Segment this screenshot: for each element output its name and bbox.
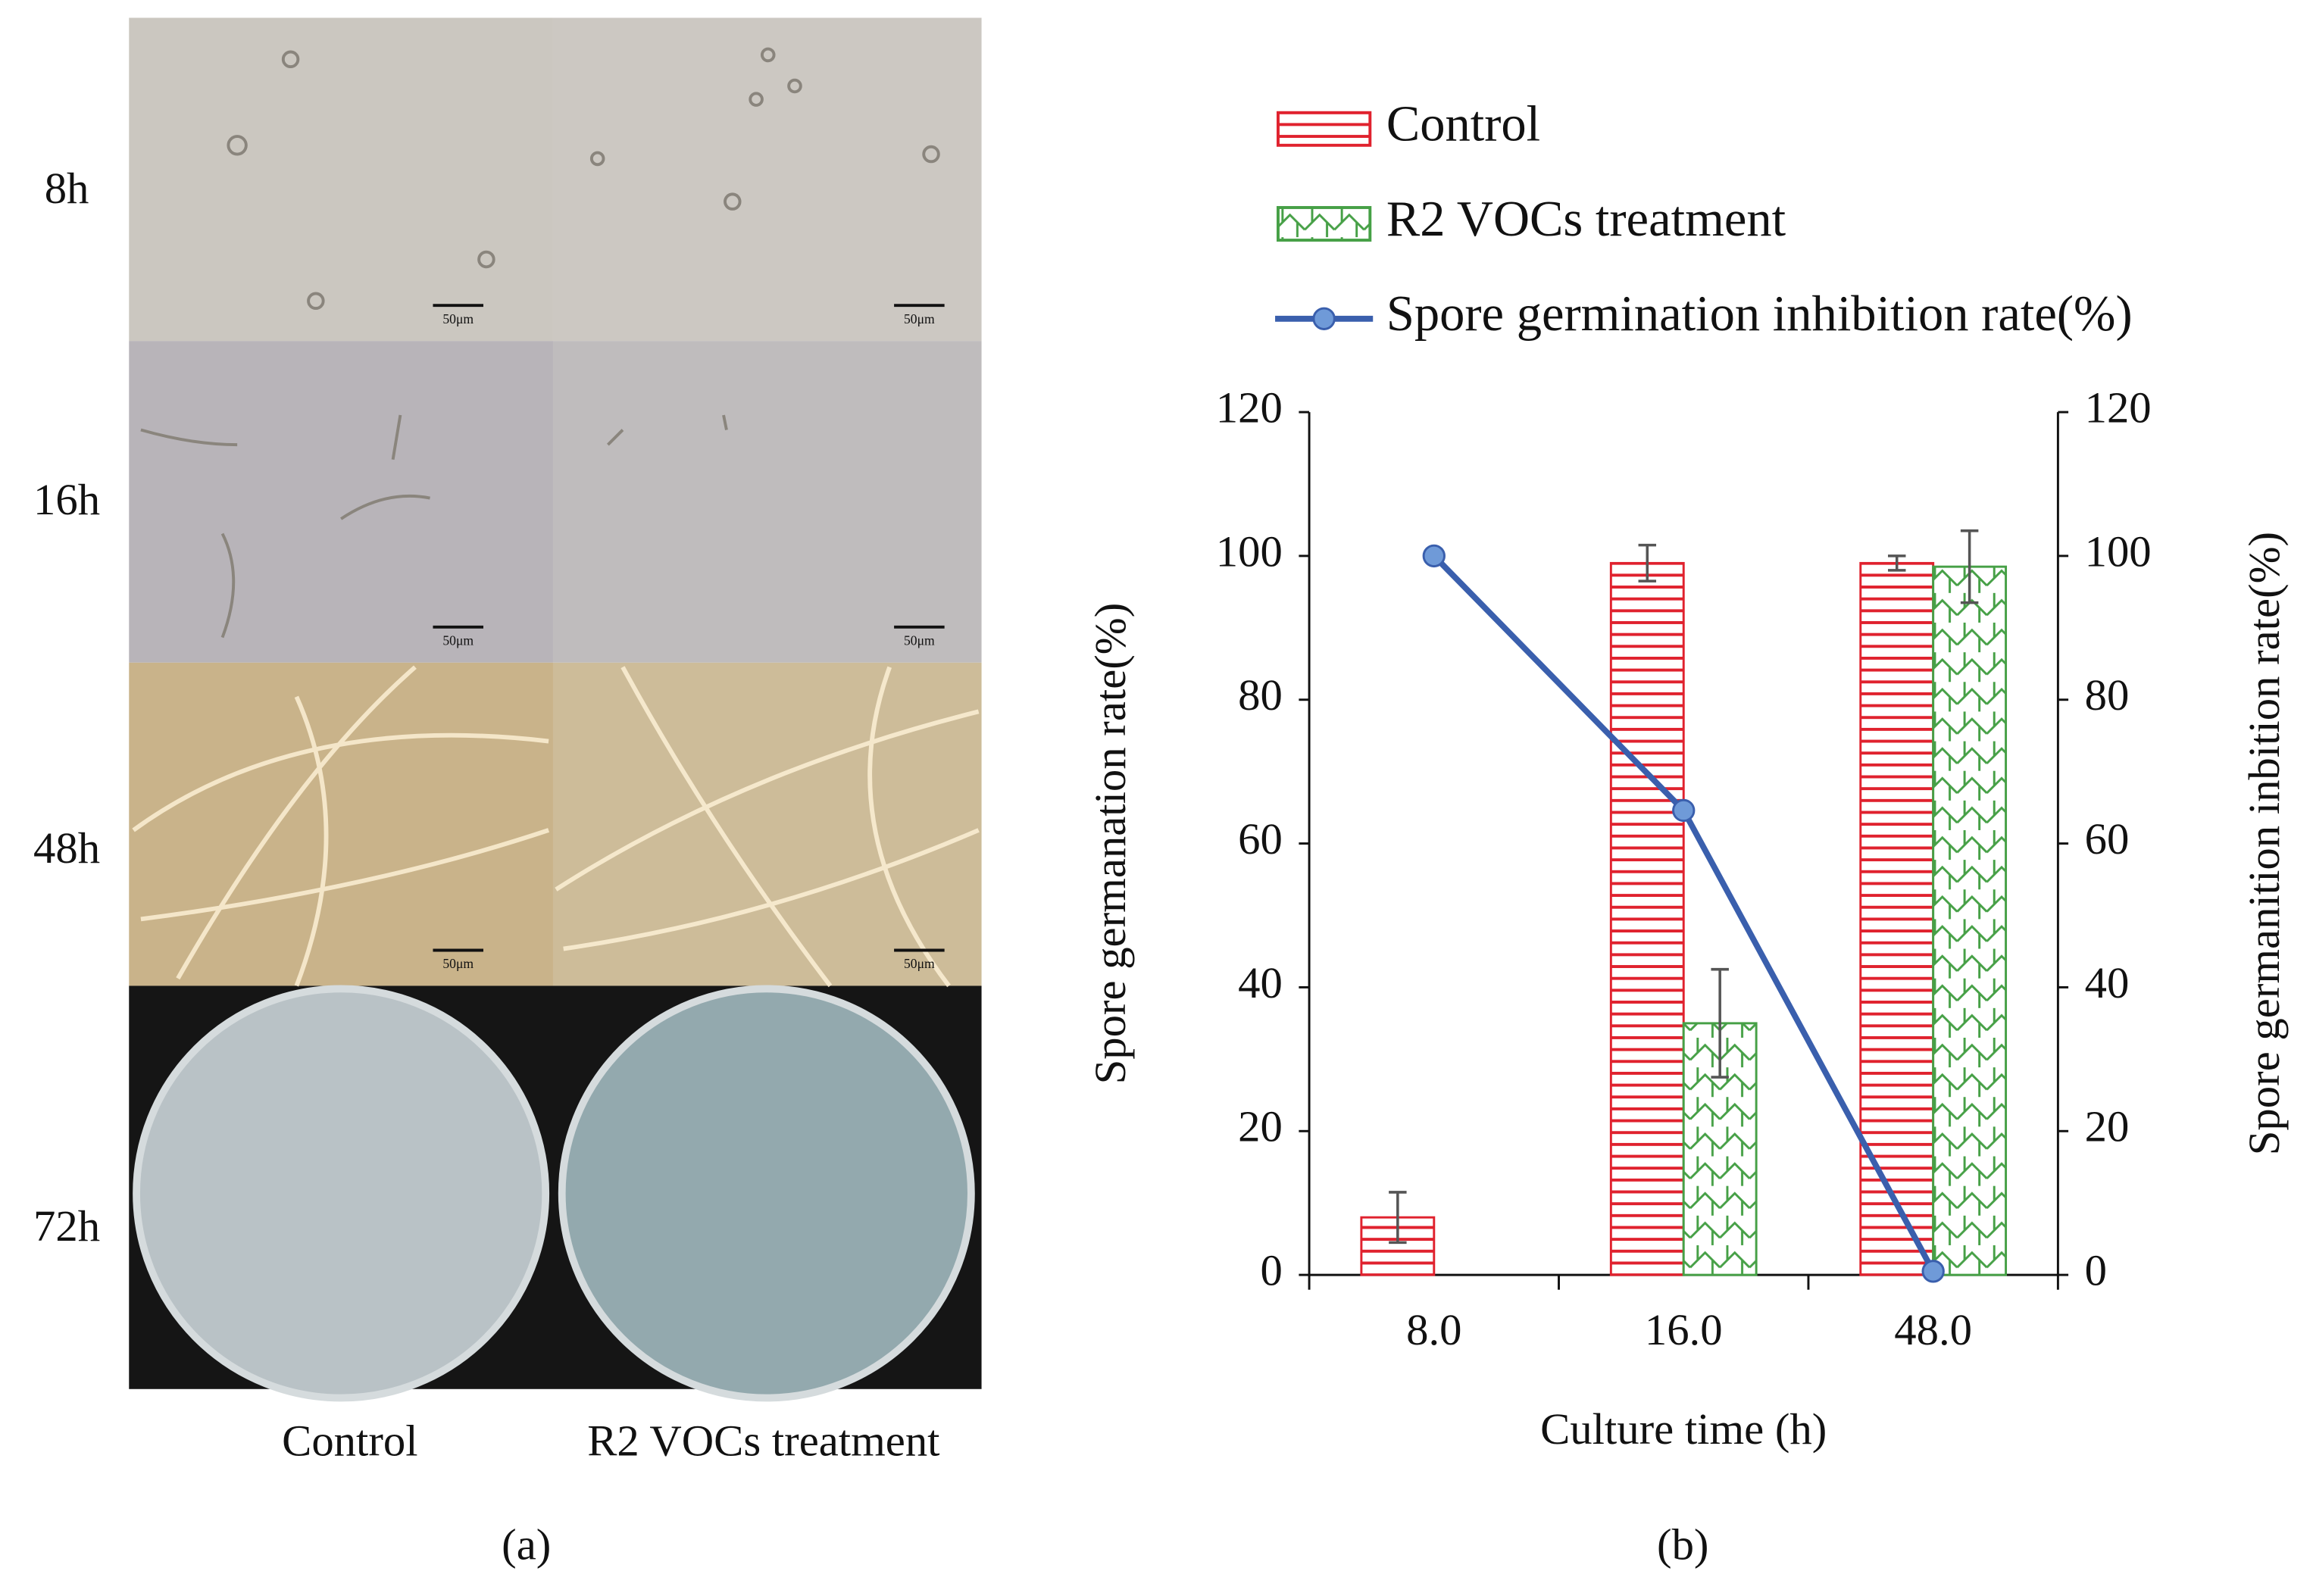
line-point	[1422, 544, 1446, 568]
row-label: 72h	[33, 1201, 100, 1251]
column-label: Control	[282, 1416, 417, 1466]
chart: 0 20 40 60 80 100 120 0 20 40 60 80 100 120 8.0 16.0 48.…	[1086, 97, 2289, 1454]
bar	[1609, 561, 1685, 1276]
x-tick-label: 16.0	[1645, 1305, 1723, 1354]
scale-bar-label: 50μm	[442, 956, 474, 971]
micrographs	[129, 17, 982, 1402]
scale-bar-label: 50μm	[904, 311, 935, 326]
y-tick-label: 100	[1216, 526, 1283, 576]
y2-tick-label: 120	[2085, 383, 2152, 433]
legend-label: Control	[1386, 97, 1540, 152]
y2-axis-title: Spore germanition inbition rate(%)	[2240, 532, 2289, 1155]
error-bar	[1638, 543, 1657, 582]
panel-label: (a)	[502, 1520, 551, 1569]
legend-label: Spore germination inhibition rate(%)	[1386, 286, 2133, 342]
error-bar	[1960, 529, 1979, 604]
legend-swatch	[1277, 111, 1372, 147]
y2-tick-label: 80	[2085, 670, 2130, 720]
y2-tick-label: 20	[2085, 1102, 2130, 1151]
y-tick-label: 0	[1260, 1246, 1282, 1295]
x-axis-title: Culture time (h)	[1540, 1404, 1827, 1454]
y2-tick-label: 100	[2085, 526, 2152, 576]
legend-label: R2 VOCs treatment	[1386, 192, 1786, 247]
y-tick-label: 20	[1238, 1102, 1283, 1151]
error-bar	[1389, 1191, 1407, 1245]
row-label: 48h	[33, 823, 100, 873]
bar	[1932, 565, 2008, 1276]
error-bar	[1887, 554, 1906, 572]
panel-a-labels: 8h 16h 48h 72h Control R2 VOCs treatment 50μm 5…	[33, 164, 1708, 1569]
scale-bar-label: 50μm	[442, 632, 474, 648]
legend-swatch	[1277, 206, 1372, 242]
y-axis-title: Spore germanation rate(%)	[1086, 603, 1135, 1085]
y-tick-label: 120	[1216, 383, 1283, 433]
y2-tick-label: 40	[2085, 958, 2130, 1007]
row-label: 16h	[33, 475, 100, 524]
row-label: 8h	[45, 164, 89, 213]
y-tick-label: 80	[1238, 670, 1283, 720]
scale-bar-label: 50μm	[904, 632, 935, 648]
column-label: R2 VOCs treatment	[587, 1416, 939, 1466]
y2-tick-label: 0	[2085, 1246, 2107, 1295]
line-point	[1921, 1260, 1945, 1283]
y-tick-label: 60	[1238, 814, 1283, 864]
error-bar	[1711, 967, 1729, 1079]
scale-bar-label: 50μm	[904, 956, 935, 971]
bar	[1859, 561, 1935, 1276]
panel-label: (b)	[1657, 1520, 1708, 1569]
legend-marker	[1312, 307, 1336, 330]
line-point	[1672, 798, 1696, 823]
y-tick-label: 40	[1238, 958, 1283, 1007]
x-tick-label: 8.0	[1406, 1305, 1461, 1354]
scale-bar-label: 50μm	[442, 311, 474, 326]
y2-tick-label: 60	[2085, 814, 2130, 864]
x-tick-label: 48.0	[1894, 1305, 1972, 1354]
